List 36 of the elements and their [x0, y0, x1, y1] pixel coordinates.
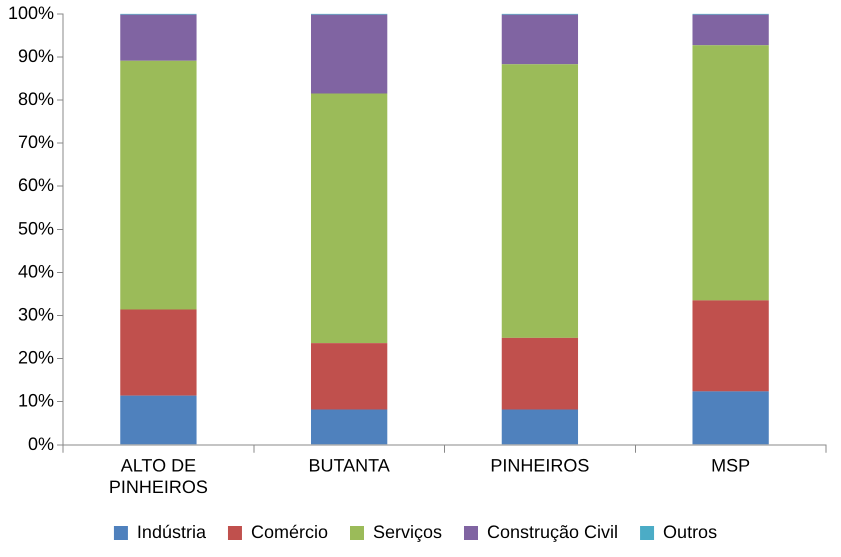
bar — [502, 14, 578, 64]
x-tick-label: ALTO DE PINHEIROS — [108, 456, 208, 498]
legend-label: Outros — [663, 522, 718, 542]
bar — [120, 60, 197, 310]
bar — [311, 14, 388, 94]
y-tick-label: 60% — [18, 175, 54, 196]
y-tick-label: 30% — [18, 304, 54, 324]
x-tick-label: PINHEIROS — [490, 456, 590, 476]
y-tick-label: 80% — [18, 88, 54, 109]
y-tick-label: 0% — [28, 434, 54, 454]
y-tick-label: 90% — [18, 46, 54, 66]
bar — [692, 300, 769, 392]
x-tick-label: BUTANTA — [308, 456, 390, 476]
bar — [692, 391, 769, 444]
bar — [311, 409, 388, 444]
y-tick-label: 20% — [18, 348, 54, 368]
y-tick-label: 10% — [18, 390, 54, 411]
x-tick-label: MSP — [711, 456, 750, 476]
y-tick-label: 70% — [18, 132, 54, 152]
bar — [311, 343, 388, 410]
bar — [502, 409, 578, 444]
bar — [502, 64, 578, 338]
y-tick-label: 50% — [18, 218, 54, 238]
bar — [692, 14, 769, 46]
bar — [120, 396, 197, 444]
bar — [502, 338, 578, 410]
legend-label: Serviços — [372, 522, 442, 542]
legend-label: Construção Civil — [487, 522, 618, 542]
bar — [120, 309, 197, 396]
legend-label: Comércio — [250, 522, 328, 542]
legend-label: Indústria — [136, 522, 207, 542]
y-tick-label: 100% — [8, 2, 54, 23]
bar — [120, 14, 197, 61]
y-tick-label: 40% — [18, 261, 54, 282]
bar — [311, 94, 388, 344]
bar — [692, 45, 769, 300]
